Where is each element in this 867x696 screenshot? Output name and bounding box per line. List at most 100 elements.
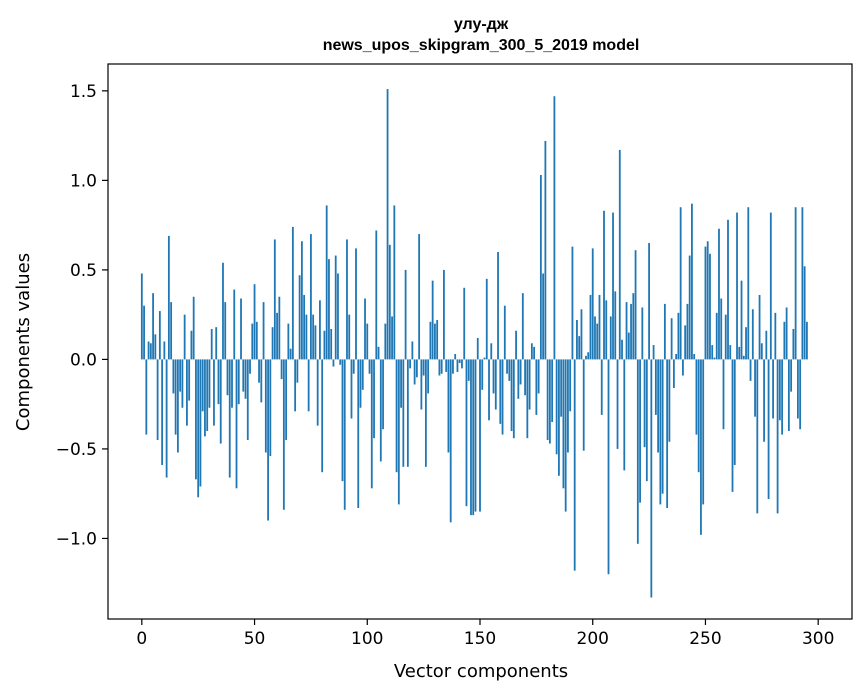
bar	[573, 359, 576, 571]
bar	[454, 354, 457, 360]
bar	[546, 359, 549, 440]
bar	[264, 359, 267, 453]
bar	[474, 359, 477, 512]
bar	[691, 203, 693, 360]
bar	[195, 359, 197, 480]
bar	[456, 359, 459, 372]
bar	[287, 323, 290, 360]
bar	[506, 359, 508, 374]
bar	[298, 275, 301, 360]
bar	[576, 320, 578, 360]
bar	[749, 359, 752, 381]
bar	[499, 359, 502, 424]
bar	[677, 312, 680, 360]
bar	[140, 273, 143, 360]
bar	[643, 359, 646, 448]
bar	[186, 359, 188, 426]
bar	[501, 359, 504, 435]
bar	[418, 234, 421, 360]
bar	[481, 359, 484, 390]
bar	[158, 311, 161, 360]
bar	[197, 359, 200, 498]
bar	[488, 359, 490, 421]
bar	[334, 255, 337, 360]
bar	[359, 359, 362, 408]
bar	[783, 321, 786, 360]
y-axis-label: Components values	[13, 253, 34, 431]
bar	[675, 354, 678, 360]
bar	[729, 345, 732, 360]
bar	[310, 234, 312, 360]
bar	[161, 359, 164, 466]
bar	[594, 316, 596, 360]
bar	[519, 359, 522, 385]
bar	[558, 359, 560, 476]
bar	[339, 359, 342, 365]
x-axis-ticks: 0 50 100 150 200 250 300	[136, 619, 834, 649]
bar	[370, 359, 373, 489]
bar	[767, 359, 770, 500]
bar	[434, 323, 436, 360]
bar	[276, 312, 278, 360]
chart-subtitle: news_upos_skipgram_300_5_2019 model	[323, 37, 640, 54]
bar	[555, 359, 558, 455]
bar	[377, 346, 380, 360]
bar	[747, 207, 750, 360]
bar	[720, 298, 723, 360]
bar	[715, 312, 718, 360]
bar	[510, 359, 513, 432]
bar	[564, 359, 567, 512]
bar	[472, 359, 475, 516]
bar	[219, 359, 222, 444]
bar	[296, 359, 299, 383]
y-tick-label: 0.5	[70, 261, 97, 281]
bar	[580, 309, 583, 360]
bar	[224, 302, 227, 360]
bar	[585, 355, 587, 360]
bar	[697, 359, 700, 473]
bar	[790, 359, 793, 392]
bar	[285, 359, 288, 440]
bar	[357, 359, 360, 508]
bar	[303, 294, 306, 360]
bar	[343, 359, 346, 510]
y-tick-label: −1.0	[56, 529, 97, 549]
bar	[174, 359, 177, 435]
bar	[742, 355, 745, 360]
bar	[397, 359, 400, 505]
bar	[521, 293, 524, 360]
bar	[605, 300, 608, 360]
bar	[172, 359, 175, 394]
bar	[242, 359, 245, 392]
bar	[404, 269, 407, 360]
bar	[792, 328, 795, 360]
bar	[244, 359, 247, 399]
bar	[596, 323, 599, 360]
bar	[603, 210, 605, 360]
bar	[634, 250, 637, 360]
bar	[386, 89, 389, 360]
bar	[382, 359, 384, 430]
bar	[526, 359, 529, 439]
bar	[718, 228, 720, 360]
bar	[350, 359, 353, 419]
bar	[641, 307, 644, 360]
bar	[722, 359, 725, 430]
bar	[413, 359, 416, 385]
bar	[215, 327, 218, 360]
y-tick-label: 1.0	[70, 171, 97, 191]
bar	[152, 293, 154, 360]
bar	[763, 359, 765, 442]
bar	[535, 359, 538, 415]
bar	[145, 359, 148, 435]
bar	[420, 359, 423, 410]
bar	[379, 359, 382, 462]
bar	[686, 303, 689, 360]
bar	[648, 243, 650, 360]
bar	[542, 273, 545, 360]
bar	[208, 359, 211, 408]
bar	[262, 302, 265, 360]
bar	[348, 314, 351, 360]
bar	[237, 359, 240, 405]
bar	[688, 255, 691, 360]
